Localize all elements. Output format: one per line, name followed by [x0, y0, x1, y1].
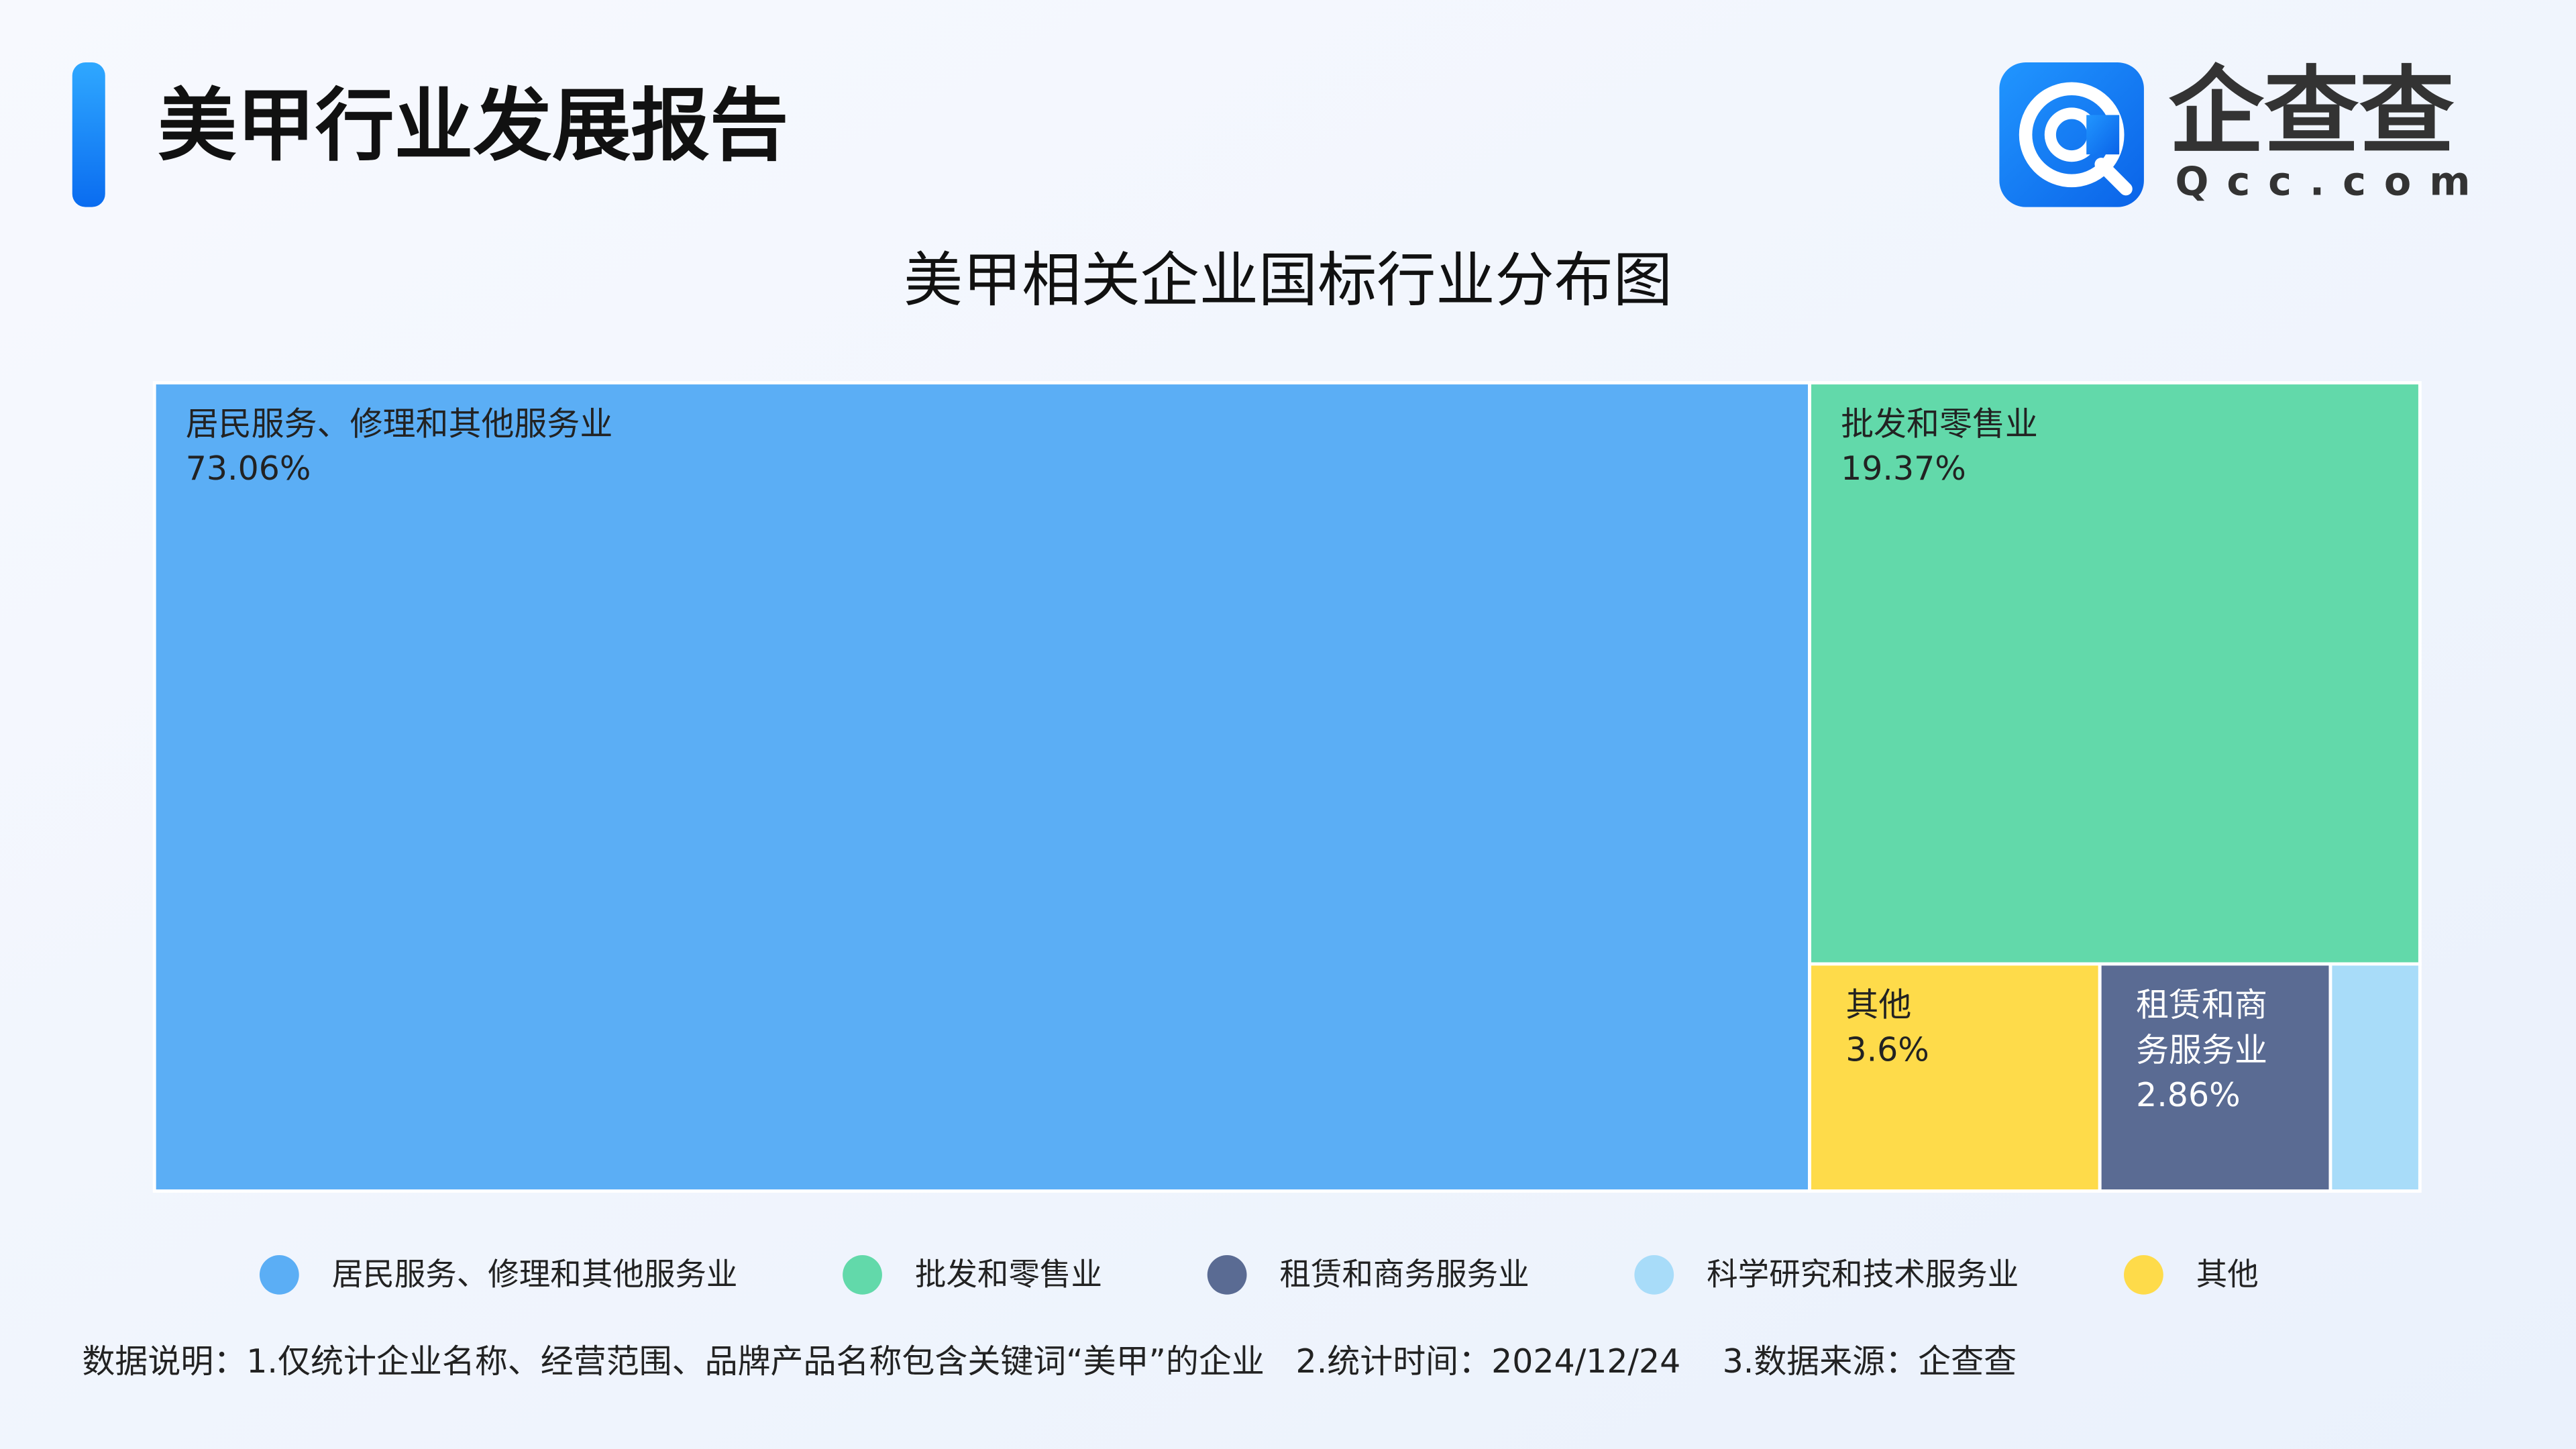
legend-swatch	[1634, 1255, 1674, 1295]
logo: 企查查 Qcc.com	[1999, 56, 2488, 207]
treemap: 居民服务、修理和其他服务业 73.06% 批发和零售业 19.37% 其他 3.6% 租赁和…	[152, 381, 2422, 1193]
treemap-cell	[2328, 962, 2422, 1193]
legend-swatch	[2124, 1255, 2163, 1295]
cell-value: 3.6%	[1845, 1030, 1929, 1069]
legend-label: 居民服务、修理和其他服务业	[332, 1256, 738, 1292]
cell-value: 2.86%	[2136, 1076, 2241, 1114]
treemap-cell	[152, 381, 1811, 1193]
logo-name: 企查查	[2169, 56, 2455, 167]
cell-label: 其他	[1845, 985, 1911, 1024]
legend-label: 科学研究和技术服务业	[1707, 1256, 2019, 1292]
title-accent	[72, 62, 105, 207]
treemap-cell	[1808, 962, 2102, 1193]
cell-value: 73.06%	[186, 449, 311, 488]
treemap-cell	[2098, 962, 2332, 1193]
legend-label: 其他	[2196, 1256, 2259, 1292]
legend-swatch	[259, 1255, 299, 1295]
logo-domain: Qcc.com	[2175, 158, 2488, 204]
footnote: 数据说明：1.仅统计企业名称、经营范围、品牌产品名称包含关键词“美甲”的企业 2…	[82, 1342, 2017, 1381]
cell-label: 批发和零售业	[1841, 405, 2038, 443]
logo-gap	[2086, 115, 2120, 155]
page-title: 美甲行业发展报告	[158, 80, 788, 172]
cell-label: 租赁和商务服务业	[2136, 985, 2267, 1069]
legend-label: 批发和零售业	[915, 1256, 1102, 1292]
legend-swatch	[843, 1255, 882, 1295]
legend-label: 租赁和商务服务业	[1280, 1256, 1529, 1292]
cell-value: 19.37%	[1841, 449, 1966, 488]
cell-label: 居民服务、修理和其他服务业	[186, 405, 613, 443]
logo-tail	[2094, 158, 2133, 196]
chart-title: 美甲相关企业国标行业分布图	[904, 246, 1672, 315]
legend: 居民服务、修理和其他服务业 批发和零售业 租赁和商务服务业 科学研究和技术服务业 其他	[259, 1255, 2259, 1295]
legend-swatch	[1207, 1255, 1247, 1295]
